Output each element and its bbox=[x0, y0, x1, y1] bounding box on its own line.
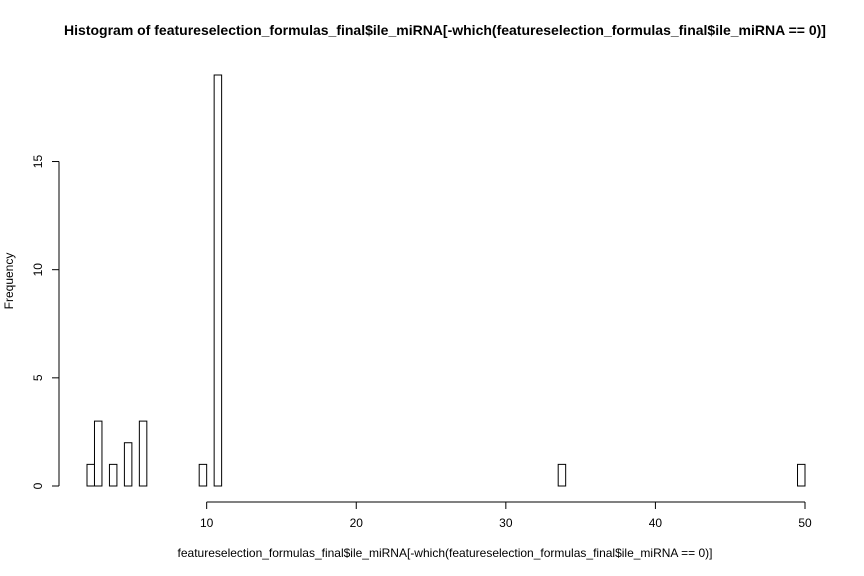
x-tick-label: 20 bbox=[350, 516, 364, 530]
y-tick-label: 0 bbox=[31, 482, 45, 489]
x-tick-label: 40 bbox=[649, 516, 663, 530]
histogram-bar bbox=[557, 463, 567, 487]
y-axis-label: Frequency bbox=[2, 253, 16, 310]
histogram-bar bbox=[138, 420, 148, 487]
histogram-bar bbox=[198, 463, 208, 487]
x-tick-label: 10 bbox=[200, 516, 214, 530]
x-axis: 10 20 30 40 50 bbox=[200, 501, 812, 530]
histogram-bar bbox=[86, 463, 95, 487]
y-axis: 0 5 10 15 bbox=[31, 155, 60, 489]
x-tick-label: 30 bbox=[499, 516, 513, 530]
histogram-bar bbox=[108, 463, 118, 487]
y-tick-label: 10 bbox=[31, 263, 45, 277]
histogram-bar bbox=[213, 74, 223, 487]
histogram-bar bbox=[123, 442, 133, 487]
x-axis-label: featureselection_formulas_final$ile_miRN… bbox=[178, 546, 713, 560]
chart-title: Histogram of featureselection_formulas_f… bbox=[64, 22, 826, 38]
bars-layer bbox=[86, 74, 806, 487]
histogram-bar bbox=[93, 420, 103, 487]
y-tick-label: 5 bbox=[31, 374, 45, 381]
y-tick-label: 15 bbox=[31, 155, 45, 169]
histogram-bar bbox=[797, 463, 806, 487]
x-tick-label: 50 bbox=[798, 516, 812, 530]
